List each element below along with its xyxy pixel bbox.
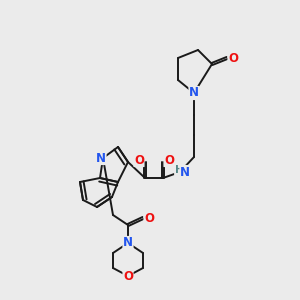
Text: N: N [123,236,133,250]
Text: O: O [134,154,144,166]
Text: N: N [180,166,190,178]
Text: N: N [189,86,199,100]
Text: H: H [175,165,183,175]
Text: O: O [144,212,154,224]
Text: O: O [164,154,174,166]
Text: O: O [228,52,238,64]
Text: N: N [96,152,106,164]
Text: O: O [123,271,133,284]
